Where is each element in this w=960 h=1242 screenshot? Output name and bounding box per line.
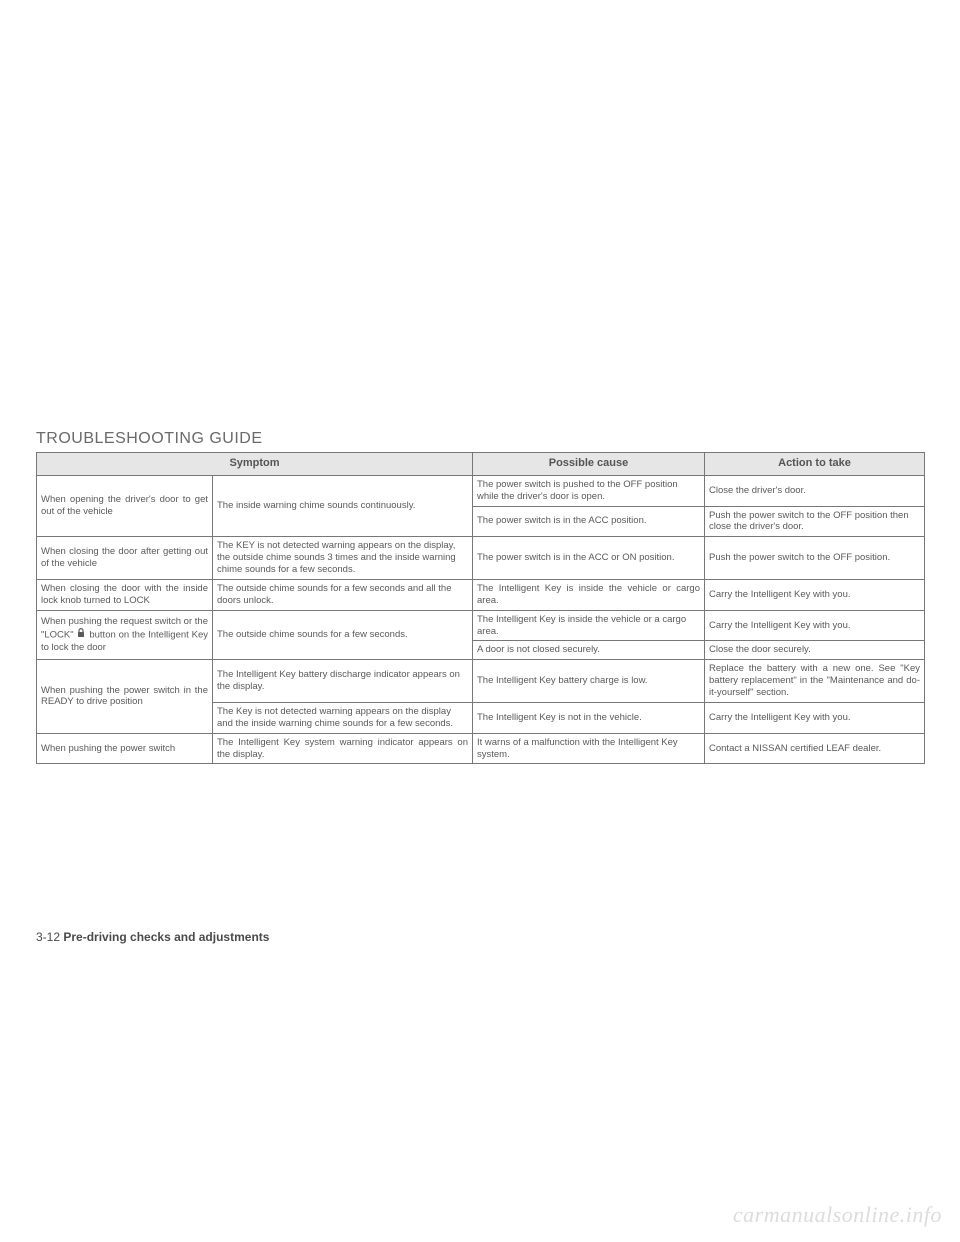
- cell-symptom-a: When pushing the power switch in the REA…: [37, 660, 213, 733]
- page-number: 3-12: [36, 930, 60, 944]
- cell-cause: The power switch is pushed to the OFF po…: [473, 475, 705, 506]
- table-row: When pushing the request switch or the "…: [37, 610, 925, 641]
- cell-symptom-b: The inside warning chime sounds continuo…: [213, 475, 473, 537]
- lock-icon: [76, 628, 86, 642]
- cell-symptom-a: When closing the door after getting out …: [37, 537, 213, 580]
- cell-symptom-b: The Key is not detected warning appears …: [213, 702, 473, 733]
- watermark: carmanualsonline.info: [733, 1202, 942, 1228]
- cell-cause: The Intelligent Key is inside the vehicl…: [473, 579, 705, 610]
- cell-action: Carry the Intelligent Key with you.: [705, 702, 925, 733]
- cell-symptom-b: The outside chime sounds for a few secon…: [213, 610, 473, 660]
- cell-action: Push the power switch to the OFF positio…: [705, 506, 925, 537]
- col-cause: Possible cause: [473, 453, 705, 476]
- cell-action: Carry the Intelligent Key with you.: [705, 579, 925, 610]
- cell-cause: It warns of a malfunction with the Intel…: [473, 733, 705, 764]
- cell-action: Carry the Intelligent Key with you.: [705, 610, 925, 641]
- table-header-row: Symptom Possible cause Action to take: [37, 453, 925, 476]
- cell-symptom-b: The Intelligent Key system warning indic…: [213, 733, 473, 764]
- col-symptom: Symptom: [37, 453, 473, 476]
- cell-cause: The Intelligent Key battery charge is lo…: [473, 660, 705, 703]
- page-footer: 3-12 Pre-driving checks and adjustments: [36, 930, 269, 944]
- table-row: When pushing the power switch in the REA…: [37, 660, 925, 703]
- cell-action: Close the door securely.: [705, 641, 925, 660]
- table-row: When closing the door with the inside lo…: [37, 579, 925, 610]
- section-title: Pre-driving checks and adjustments: [63, 930, 269, 944]
- cell-symptom-a: When pushing the power switch: [37, 733, 213, 764]
- page: TROUBLESHOOTING GUIDE Symptom Possible c…: [0, 0, 960, 1242]
- cell-cause: The power switch is in the ACC or ON pos…: [473, 537, 705, 580]
- cell-symptom-a: When closing the door with the inside lo…: [37, 579, 213, 610]
- cell-cause: The power switch is in the ACC position.: [473, 506, 705, 537]
- section-heading: TROUBLESHOOTING GUIDE: [36, 430, 263, 448]
- cell-action: Push the power switch to the OFF positio…: [705, 537, 925, 580]
- table: Symptom Possible cause Action to take Wh…: [36, 452, 925, 764]
- cell-action: Close the driver's door.: [705, 475, 925, 506]
- cell-symptom-a: When opening the driver's door to get ou…: [37, 475, 213, 537]
- cell-action: Replace the battery with a new one. See …: [705, 660, 925, 703]
- col-action: Action to take: [705, 453, 925, 476]
- cell-action: Contact a NISSAN certified LEAF dealer.: [705, 733, 925, 764]
- table-row: When pushing the power switch The Intell…: [37, 733, 925, 764]
- table-row: When closing the door after getting out …: [37, 537, 925, 580]
- table-row: When opening the driver's door to get ou…: [37, 475, 925, 506]
- cell-symptom-b: The outside chime sounds for a few secon…: [213, 579, 473, 610]
- cell-cause: The Intelligent Key is inside the vehicl…: [473, 610, 705, 641]
- troubleshooting-table: Symptom Possible cause Action to take Wh…: [36, 452, 924, 764]
- cell-cause: A door is not closed securely.: [473, 641, 705, 660]
- cell-symptom-b: The Intelligent Key battery discharge in…: [213, 660, 473, 703]
- cell-cause: The Intelligent Key is not in the vehicl…: [473, 702, 705, 733]
- cell-symptom-a: When pushing the request switch or the "…: [37, 610, 213, 660]
- cell-symptom-b: The KEY is not detected warning appears …: [213, 537, 473, 580]
